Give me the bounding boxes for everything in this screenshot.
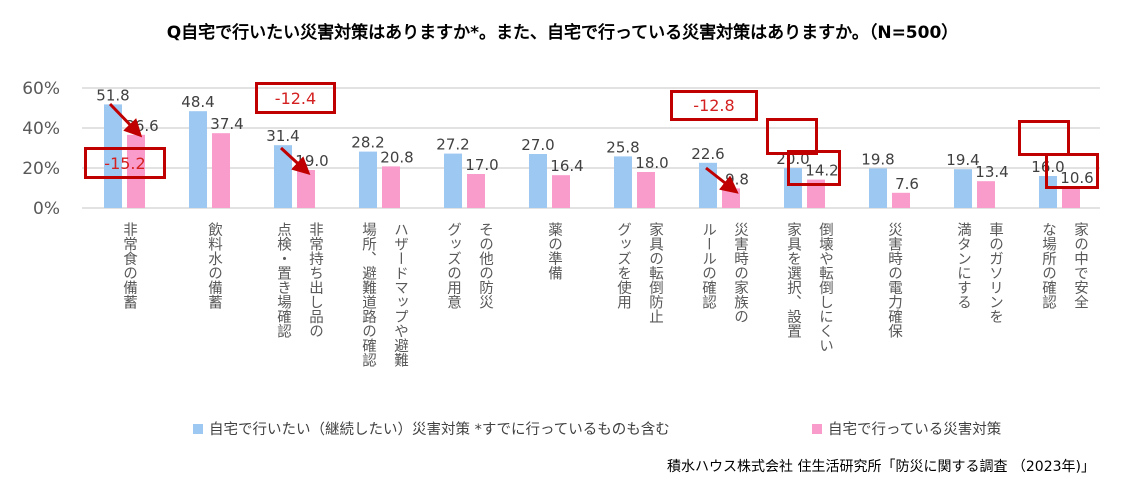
data-label: 51.8 [96,86,129,104]
x-tick-label: 車のガソリンを 満タンにする [955,222,1003,324]
x-tick-label: 家具の転倒防止 グッズを使用 [615,222,663,324]
difference-callout: -15.2 [84,147,166,179]
bar-current [722,188,740,208]
y-tick-label: 20% [22,159,60,179]
data-label: 22.6 [691,145,724,163]
highlight-box-20.0 [766,118,818,155]
arrow-icon [108,102,143,138]
bar-current [212,133,230,208]
data-label: 20.8 [380,148,413,166]
legend-item-current: 自宅で行っている災害対策 [812,418,1001,439]
bar-desired [104,104,122,208]
arrow-icon [705,166,739,194]
data-label: 27.2 [436,136,469,154]
x-tick-label: 非常持ち出し品の 点検・置き場確認 [275,222,323,338]
data-label: 18.0 [635,154,668,172]
data-label: 25.8 [606,138,639,156]
data-label: 17.0 [465,156,498,174]
y-tick-label: 60% [22,79,60,99]
data-label: 10.6 [1060,169,1093,187]
bar-current [382,166,400,208]
bar-desired [529,154,547,208]
x-tick-label: 薬の準備 [546,222,562,280]
x-tick-label: 倒壊や転倒しにくい 家具を選択、設置 [785,222,833,353]
bar-current [1062,186,1080,208]
highlight-box-14.2 [787,150,841,186]
x-tick-label: その他の防災 グッズの用意 [445,222,493,309]
bar-desired [274,145,292,208]
bar-desired [614,156,632,208]
bar-current [637,172,655,208]
legend-label: 自宅で行っている災害対策 [828,422,1002,438]
data-label: 27.0 [521,136,554,154]
data-label: 16.0 [1031,158,1064,176]
arrow-icon [279,146,311,176]
bar-current [467,174,485,208]
bar-current [552,175,570,208]
bar-current [297,170,315,208]
bar-desired [359,151,377,208]
y-tick-label: 0% [33,199,60,219]
data-label: 19.8 [861,150,894,168]
data-label: 19.4 [946,151,979,169]
x-tick-label: 家の中で安全 な場所の確認 [1040,222,1088,309]
difference-callout: -12.4 [255,82,336,114]
data-label: 14.2 [805,162,838,180]
bar-desired [869,168,887,208]
legend-item-desired: 自宅で行いたい（継続したい）災害対策 *すでに行っているものも含む [193,418,670,439]
legend-label: 自宅で行いたい（継続したい）災害対策 *すでに行っているものも含む [209,422,670,438]
x-tick-label: 飲料水の備蓄 [206,222,222,309]
bar-current [977,181,995,208]
x-tick-label: 非常食の備蓄 [121,222,137,309]
legend-swatch [193,423,203,434]
data-label: 48.4 [181,93,214,111]
bar-current [127,134,145,208]
bar-desired [954,169,972,208]
x-tick-label: 災害時の電力確保 [886,222,902,338]
bar-current [892,192,910,208]
chart-title: Q自宅で行いたい災害対策はありますか*。また、自宅で行っている災害対策はあります… [166,23,959,43]
legend-swatch [812,423,822,434]
bar-current [807,179,825,208]
difference-callout: -12.8 [670,90,758,121]
x-tick-label: 災害時の家族の ルールの確認 [700,222,748,324]
data-label: 13.4 [975,163,1008,181]
data-label: 37.4 [210,115,243,133]
data-label: 28.2 [351,134,384,152]
source-note: 積水ハウス株式会社 住生活研究所「防災に関する調査 （2023年)」 [667,459,1095,475]
data-label: 16.4 [550,157,583,175]
bar-desired [189,111,207,208]
data-label: 7.6 [895,175,919,193]
bar-desired [1039,176,1057,208]
highlight-box-10.6 [1045,153,1099,189]
x-tick-label: ハザードマップや避難 場所、避難道路の確認 [360,222,408,367]
y-tick-label: 40% [22,119,60,139]
bar-desired [444,153,462,208]
highlight-box-16.0 [1018,120,1070,156]
data-label: 31.4 [266,127,299,145]
